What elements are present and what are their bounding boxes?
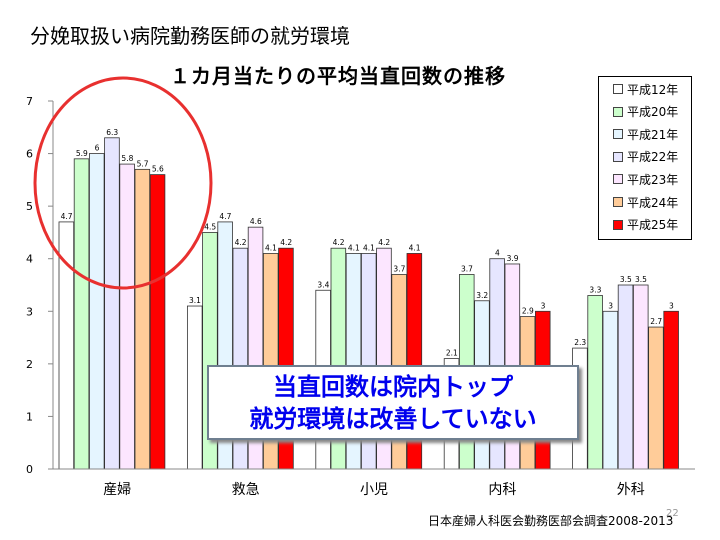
bar: [119, 163, 135, 470]
legend-item: 平成25年: [613, 218, 678, 232]
legend-item: 平成22年: [613, 150, 678, 164]
data-label: 3.7: [393, 264, 405, 273]
legend-item: 平成21年: [613, 127, 679, 142]
data-label: 4.5: [204, 222, 216, 231]
data-label: 4.2: [333, 238, 345, 247]
x-tick-label: 内科: [488, 482, 516, 498]
chart-legend: 平成12年平成20年平成21年平成22年平成23年平成24年平成25年: [598, 76, 692, 240]
data-label: 3.5: [635, 275, 647, 284]
legend-label: 平成25年: [627, 218, 679, 233]
chart-title: １カ月当たりの平均当直回数の推移: [170, 64, 506, 88]
data-label: 4.1: [409, 243, 421, 252]
data-label: 2.1: [446, 349, 458, 358]
data-label: 3.9: [507, 254, 519, 263]
legend-label: 平成22年: [627, 150, 679, 165]
data-label: 3: [541, 301, 546, 310]
data-label: 4.7: [61, 212, 73, 221]
data-label: 3.4: [317, 280, 329, 289]
data-label: 3.3: [589, 286, 601, 295]
data-label: 4.2: [235, 238, 247, 247]
legend-swatch: [613, 129, 623, 140]
bar: [104, 137, 120, 470]
y-tick-label: 7: [26, 95, 33, 108]
data-label: 3.1: [189, 296, 201, 305]
legend-swatch: [613, 151, 623, 162]
slide-title: 分娩取扱い病院勤務医師の就労環境: [30, 24, 350, 48]
legend-item: 平成12年: [613, 82, 679, 97]
y-tick-label: 1: [26, 410, 33, 423]
x-tick-label: 外科: [617, 482, 645, 498]
y-tick-label: 6: [26, 148, 33, 161]
legend-swatch: [613, 197, 623, 207]
data-label: 6: [95, 144, 100, 153]
bar: [633, 284, 649, 470]
y-tick-label: 0: [26, 463, 33, 476]
data-label: 3.2: [476, 291, 488, 300]
y-tick-label: 3: [26, 305, 33, 318]
legend-label: 平成21年: [627, 127, 679, 142]
data-label: 2.3: [574, 338, 586, 347]
legend-item: 平成24年: [613, 195, 679, 210]
legend-swatch: [613, 174, 623, 185]
callout-line-1: 当直回数は院内トップ: [273, 373, 513, 401]
data-label: 4: [495, 249, 500, 258]
data-label: 5.7: [137, 159, 149, 168]
data-label: 3: [608, 301, 613, 310]
legend-item: 平成23年: [613, 172, 679, 187]
y-tick-label: 4: [26, 253, 33, 266]
source-note: 日本産婦人科医会勤務医部会調査2008-2013: [428, 514, 674, 528]
bar: [587, 295, 603, 470]
data-label: 4.1: [348, 243, 360, 252]
bar: [663, 310, 679, 470]
data-label: 5.9: [76, 149, 88, 158]
bar: [73, 158, 90, 470]
x-tick-label: 小児: [360, 482, 388, 498]
bar: [134, 168, 151, 470]
legend-swatch: [613, 219, 623, 230]
data-label: 4.1: [265, 243, 277, 252]
bar: [149, 174, 166, 470]
bar: [89, 153, 105, 470]
data-label: 3.7: [461, 264, 473, 273]
highlight-circle: [33, 76, 213, 290]
data-label: 3: [669, 301, 674, 310]
bar: [648, 326, 664, 470]
legend-label: 平成23年: [627, 172, 679, 187]
legend-swatch: [613, 84, 623, 94]
x-tick-label: 救急: [232, 482, 260, 498]
callout-line-2: 就労環境は改善していない: [249, 405, 537, 433]
data-label: 2.9: [522, 307, 534, 316]
data-label: 4.2: [280, 238, 292, 247]
legend-label: 平成24年: [627, 195, 679, 210]
bar: [602, 310, 619, 470]
legend-swatch: [613, 106, 623, 117]
data-label: 5.8: [121, 154, 133, 163]
legend-label: 平成20年: [627, 105, 679, 120]
callout-box: 当直回数は院内トップ 就労環境は改善していない: [207, 365, 579, 440]
data-label: 4.2: [378, 238, 390, 247]
data-label: 4.7: [219, 212, 231, 221]
legend-label: 平成12年: [627, 82, 679, 97]
legend-item: 平成20年: [613, 105, 678, 119]
y-tick-label: 5: [26, 200, 33, 213]
y-tick-label: 2: [26, 358, 33, 371]
data-label: 3.5: [620, 275, 632, 284]
data-label: 5.6: [152, 165, 164, 174]
bar: [617, 284, 634, 470]
bar: [186, 305, 203, 470]
data-label: 6.3: [106, 128, 118, 137]
page-number: 22: [666, 508, 679, 519]
data-label: 4.1: [363, 243, 375, 252]
x-tick-label: 産婦: [103, 481, 131, 498]
data-label: 2.7: [650, 317, 662, 326]
data-label: 4.6: [250, 217, 262, 226]
